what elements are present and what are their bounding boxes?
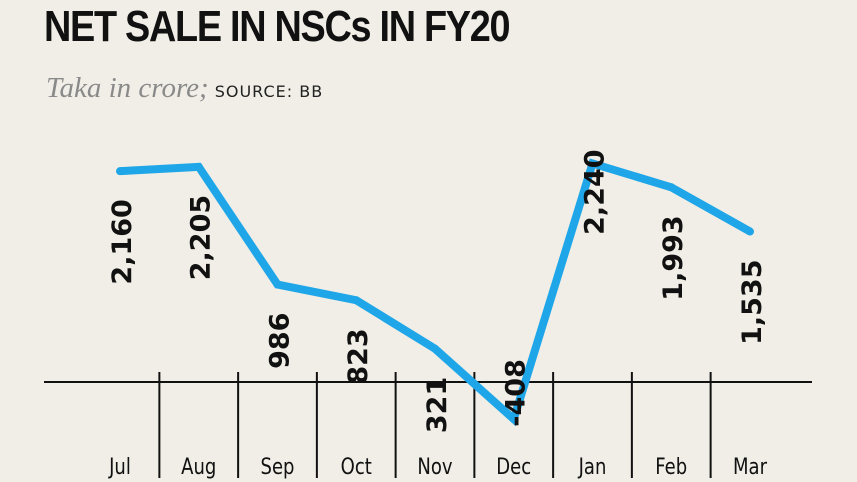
data-point bbox=[116, 167, 124, 175]
data-label: 1,535 bbox=[737, 260, 768, 345]
data-label: 823 bbox=[343, 328, 374, 384]
x-tick-label: Dec bbox=[496, 453, 531, 479]
data-point bbox=[274, 281, 282, 289]
x-tick-label: Sep bbox=[261, 453, 295, 479]
data-point bbox=[195, 163, 203, 171]
data-point bbox=[431, 345, 439, 353]
data-label: 1,993 bbox=[658, 215, 689, 300]
x-tick-label: Nov bbox=[417, 453, 452, 479]
x-tick-label: Feb bbox=[655, 453, 687, 479]
x-tick-label: Jul bbox=[107, 453, 131, 479]
x-tick-label: Oct bbox=[341, 453, 372, 479]
data-point bbox=[667, 183, 675, 191]
x-tick-label: Jan bbox=[577, 453, 607, 479]
data-label: 986 bbox=[265, 313, 296, 369]
data-label: 2,240 bbox=[580, 149, 611, 234]
data-label: 321 bbox=[422, 377, 453, 433]
line-chart: Jul Aug Sep Oct Nov Dec Jan Feb Mar 2,160 2,205 986… bbox=[0, 0, 857, 482]
data-label: -408 bbox=[501, 359, 532, 427]
data-label: 2,160 bbox=[107, 199, 138, 284]
data-point bbox=[746, 228, 754, 236]
data-label: 2,205 bbox=[186, 195, 217, 280]
data-point bbox=[352, 296, 360, 304]
x-tick-label: Aug bbox=[181, 453, 216, 479]
x-tick-label: Mar bbox=[733, 453, 768, 479]
